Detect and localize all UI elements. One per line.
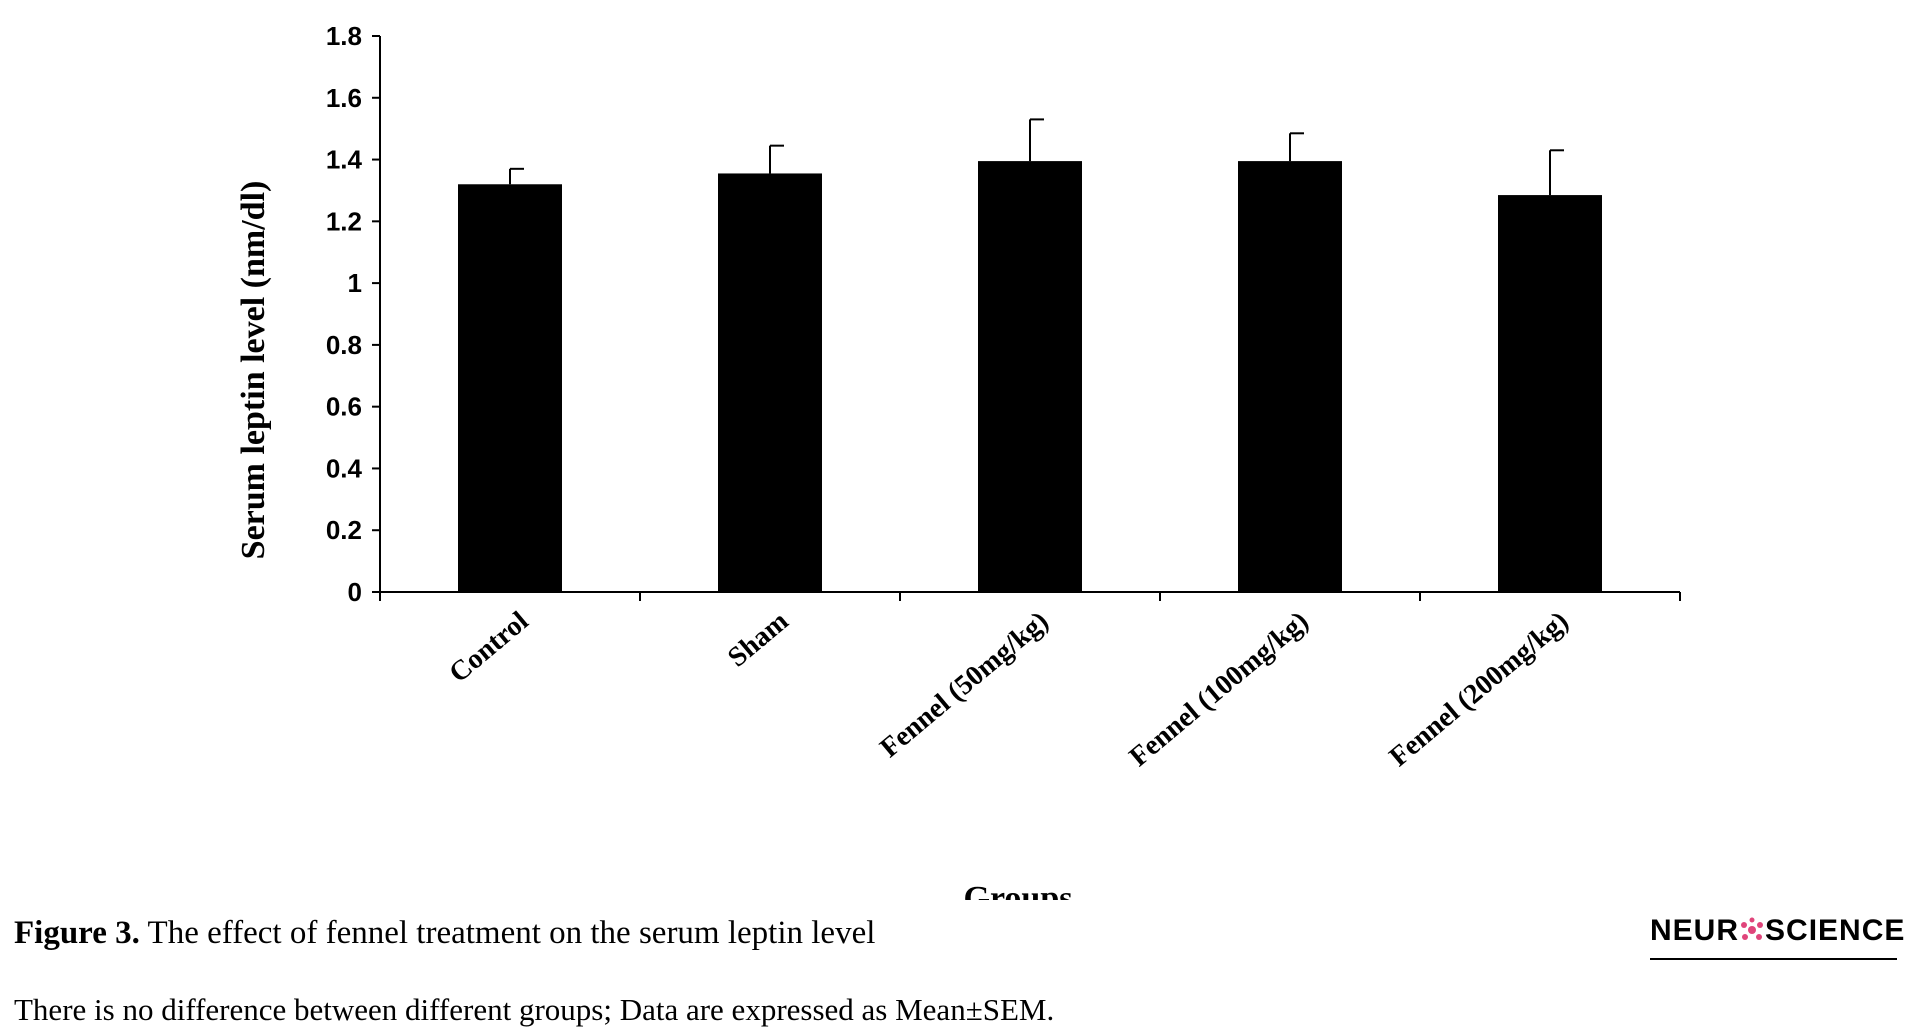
y-tick-label: 0.2 <box>326 515 362 545</box>
logo-text-right: SCIENCE <box>1765 914 1906 947</box>
figure-caption-text: The effect of fennel treatment on the se… <box>139 915 876 951</box>
y-tick-label: 1.2 <box>326 206 362 236</box>
x-tick-label: Fennel (100mg/kg) <box>1124 606 1315 773</box>
y-tick-label: 0.4 <box>326 453 363 483</box>
y-axis-title: Serum leptin level (nm/dl) <box>235 181 272 560</box>
y-tick-label: 0.8 <box>326 330 362 360</box>
bar <box>458 184 562 592</box>
logo-molecule-icon <box>1741 917 1764 940</box>
bar <box>1498 195 1602 593</box>
y-tick-label: 1.4 <box>326 145 363 175</box>
figure-label: Figure 3. <box>14 915 140 951</box>
bar <box>978 161 1082 592</box>
y-tick-label: 1.6 <box>326 83 362 113</box>
y-tick-label: 1.8 <box>326 21 362 51</box>
x-tick-label: Control <box>443 605 534 689</box>
bars-layer <box>458 118 1602 593</box>
y-tick-label: 1 <box>348 268 362 298</box>
x-tick-label: Fennel (50mg/kg) <box>874 606 1054 764</box>
y-tick-label: 0.6 <box>326 392 362 422</box>
neuroscience-logo: NEUR SCIENCE <box>1650 914 1904 960</box>
bar <box>1238 161 1342 592</box>
x-tick-label: Sham <box>722 606 794 674</box>
y-tick-label: 0 <box>348 577 362 607</box>
figure-note: There is no difference between different… <box>14 992 1055 1027</box>
logo-underline <box>1650 958 1897 960</box>
figure-caption: Figure 3. The effect of fennel treatment… <box>14 915 875 952</box>
bar <box>718 173 822 592</box>
bar-chart: 0 0.2 0.4 0.6 0.8 1 1.2 1.4 1.6 1.8 Control Sham Fen… <box>235 21 1681 900</box>
x-axis-title: Groups <box>964 880 1073 900</box>
logo-text-left: NEUR <box>1650 914 1740 947</box>
x-tick-label: Fennel (200mg/kg) <box>1384 606 1575 773</box>
